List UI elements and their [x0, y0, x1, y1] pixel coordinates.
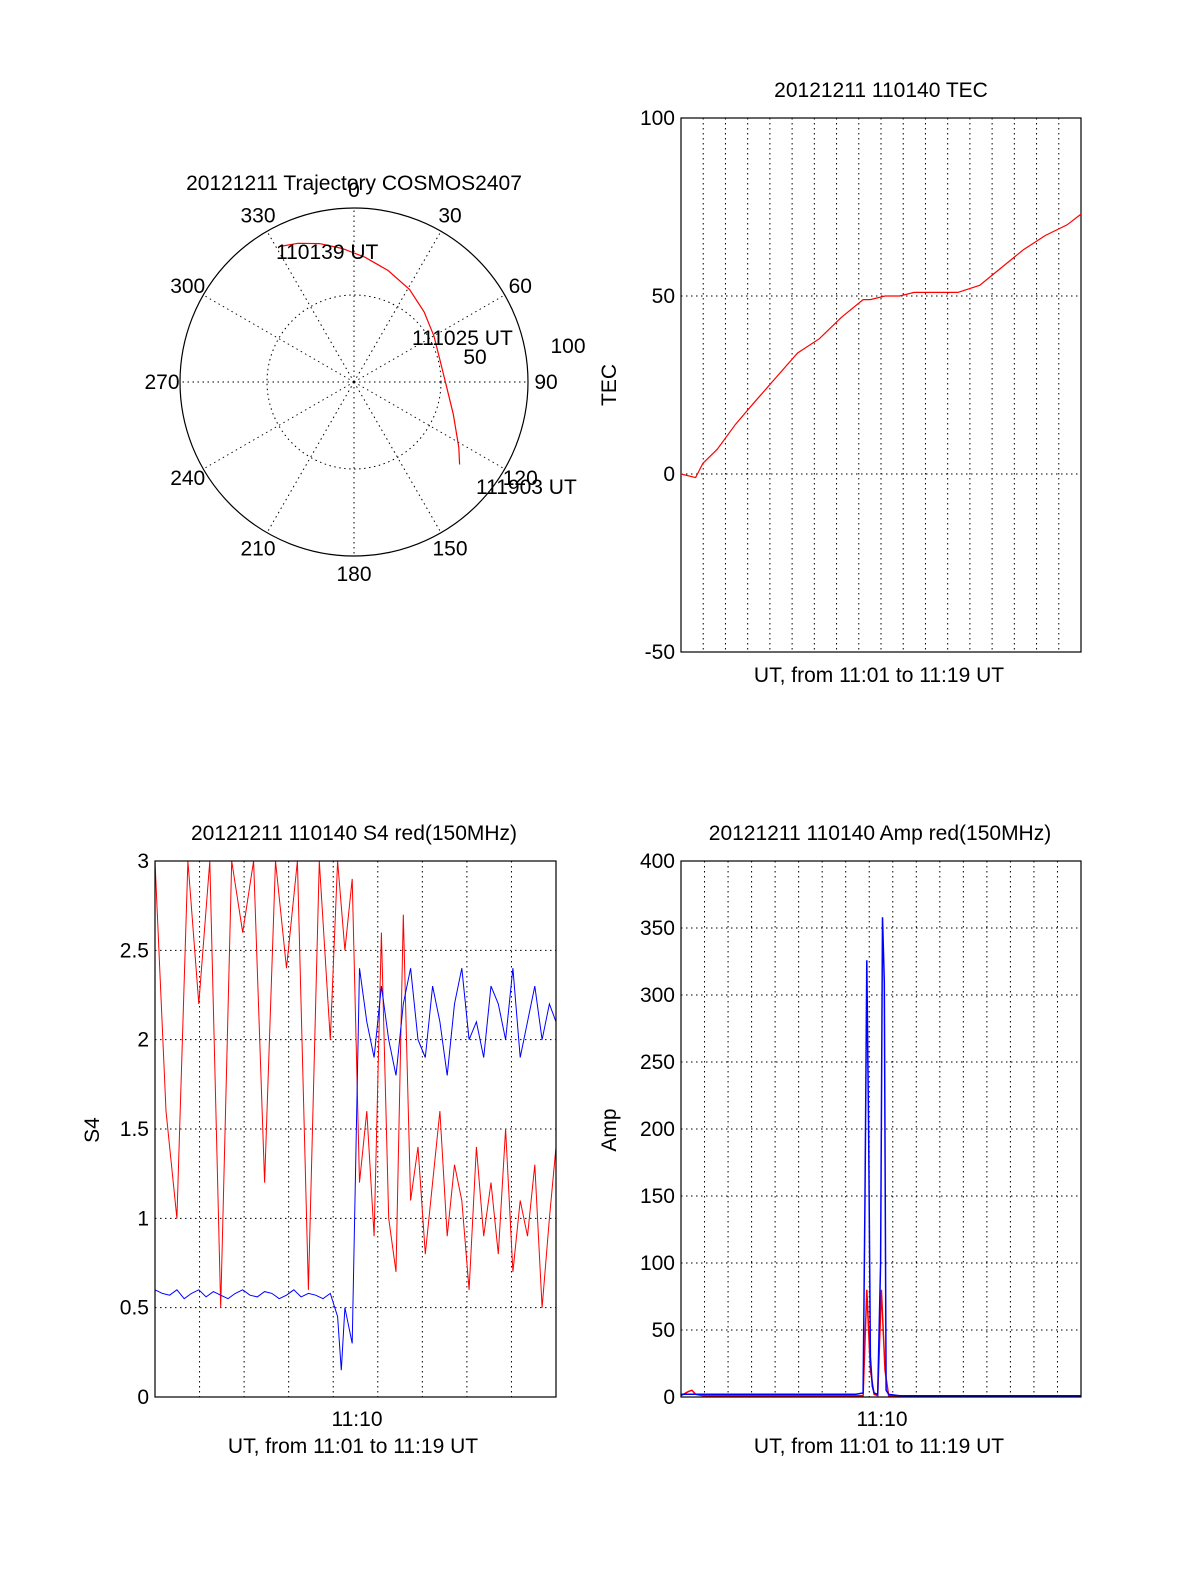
s4-panel: 20121211 110140 S4 red(150MHz) 0 0.5 1 1.5 2… — [81, 822, 557, 1458]
amp-panel: 20121211 110140 Amp red(150MHz) 0 50 100 15… — [598, 822, 1082, 1458]
amp-series-red — [680, 1289, 1081, 1397]
polar-azimuth-label: 120 — [503, 467, 538, 490]
s4-series-blue — [154, 968, 557, 1371]
amp-xlabel: UT, from 11:01 to 11:19 UT — [754, 1435, 1004, 1458]
tec-plot-frame — [680, 117, 1082, 653]
polar-outer-circle — [179, 207, 529, 557]
tec-xlabel: UT, from 11:01 to 11:19 UT — [754, 664, 1004, 687]
amp-title: 20121211 110140 Amp red(150MHz) — [709, 822, 1051, 845]
s4-series-red — [154, 860, 557, 1308]
amp-ytick-label: 0 — [663, 1386, 675, 1409]
polar-radial-label-50: 50 — [463, 346, 486, 369]
amp-ytick-label: 100 — [640, 1252, 675, 1275]
polar-azimuth-label: 270 — [144, 371, 179, 394]
tec-series-red — [680, 213, 1082, 479]
polar-spoke — [353, 231, 442, 383]
polar-spoke — [353, 294, 505, 383]
tec-ytick-label: 100 — [640, 107, 675, 130]
polar-spoke — [266, 381, 355, 533]
polar-annotation-start: 110139 UT — [276, 241, 379, 264]
s4-ylabel: S4 — [81, 1117, 104, 1143]
polar-azimuth-label: 180 — [336, 563, 371, 586]
amp-ytick-label: 200 — [640, 1118, 675, 1141]
s4-xtick-label: 11:10 — [332, 1408, 383, 1431]
amp-series-blue — [681, 917, 1081, 1397]
polar-spoke — [353, 381, 442, 533]
amp-ylabel: Amp — [598, 1108, 621, 1151]
polar-radial-label-100: 100 — [550, 335, 585, 358]
polar-spoke — [203, 381, 355, 470]
polar-grid — [180, 208, 528, 556]
polar-ring-50 — [266, 294, 442, 470]
polar-azimuth-labels: 0 30 60 90 120 150 180 210 240 270 300 330 — [144, 179, 557, 586]
amp-plot-frame — [680, 860, 1082, 1398]
s4-title: 20121211 110140 S4 red(150MHz) — [191, 822, 517, 845]
polar-azimuth-label: 90 — [534, 371, 557, 394]
polar-azimuth-label: 30 — [438, 205, 461, 228]
polar-panel: 20121211 Trajectory COSMOS2407 0 30 60 90 12… — [144, 172, 585, 586]
polar-azimuth-label: 150 — [432, 537, 467, 560]
amp-ytick-label: 50 — [652, 1319, 675, 1342]
polar-azimuth-label: 330 — [240, 205, 275, 228]
polar-azimuth-label: 210 — [240, 537, 275, 560]
tec-ytick-label: -50 — [645, 641, 675, 664]
s4-ytick-label: 3 — [137, 850, 149, 873]
polar-azimuth-label: 240 — [170, 467, 205, 490]
amp-xtick-label: 11:10 — [857, 1408, 908, 1431]
polar-spoke — [266, 231, 355, 383]
s4-ytick-label: 0.5 — [120, 1297, 149, 1320]
tec-ytick-label: 0 — [663, 463, 675, 486]
s4-ytick-label: 2 — [137, 1029, 149, 1052]
polar-azimuth-label: 60 — [509, 275, 532, 298]
amp-ytick-label: 350 — [640, 917, 675, 940]
polar-spoke — [203, 294, 355, 383]
tec-panel: 20121211 110140 TEC -50 0 50 100 TEC UT, fr… — [598, 79, 1082, 687]
tec-ylabel: TEC — [598, 364, 621, 406]
tec-ytick-label: 50 — [652, 285, 675, 308]
amp-ytick-label: 300 — [640, 984, 675, 1007]
s4-plot-frame — [154, 860, 557, 1398]
tec-grid — [681, 118, 1081, 652]
tec-y-ticks: -50 0 50 100 — [640, 107, 675, 664]
s4-ytick-label: 1.5 — [120, 1118, 149, 1141]
s4-ytick-label: 2.5 — [120, 939, 149, 962]
amp-ytick-label: 150 — [640, 1185, 675, 1208]
polar-title: 20121211 Trajectory COSMOS2407 — [186, 172, 522, 195]
s4-ytick-label: 0 — [137, 1386, 149, 1409]
tec-title: 20121211 110140 TEC — [774, 79, 988, 102]
polar-annotation-mid: 111025 UT — [412, 327, 513, 350]
amp-y-ticks: 0 50 100 150 200 250 300 350 400 — [640, 850, 675, 1409]
polar-trajectory-line — [278, 242, 461, 465]
amp-ytick-label: 250 — [640, 1051, 675, 1074]
amp-ytick-label: 400 — [640, 850, 675, 873]
s4-ytick-label: 1 — [137, 1207, 149, 1230]
polar-annotation-end: 111903 UT — [476, 476, 577, 499]
s4-grid — [155, 861, 556, 1397]
s4-xlabel: UT, from 11:01 to 11:19 UT — [228, 1435, 478, 1458]
polar-spoke — [353, 381, 505, 470]
polar-azimuth-label: 300 — [170, 275, 205, 298]
s4-y-ticks: 0 0.5 1 1.5 2 2.5 3 — [120, 850, 149, 1409]
polar-azimuth-label: 0 — [348, 179, 360, 202]
